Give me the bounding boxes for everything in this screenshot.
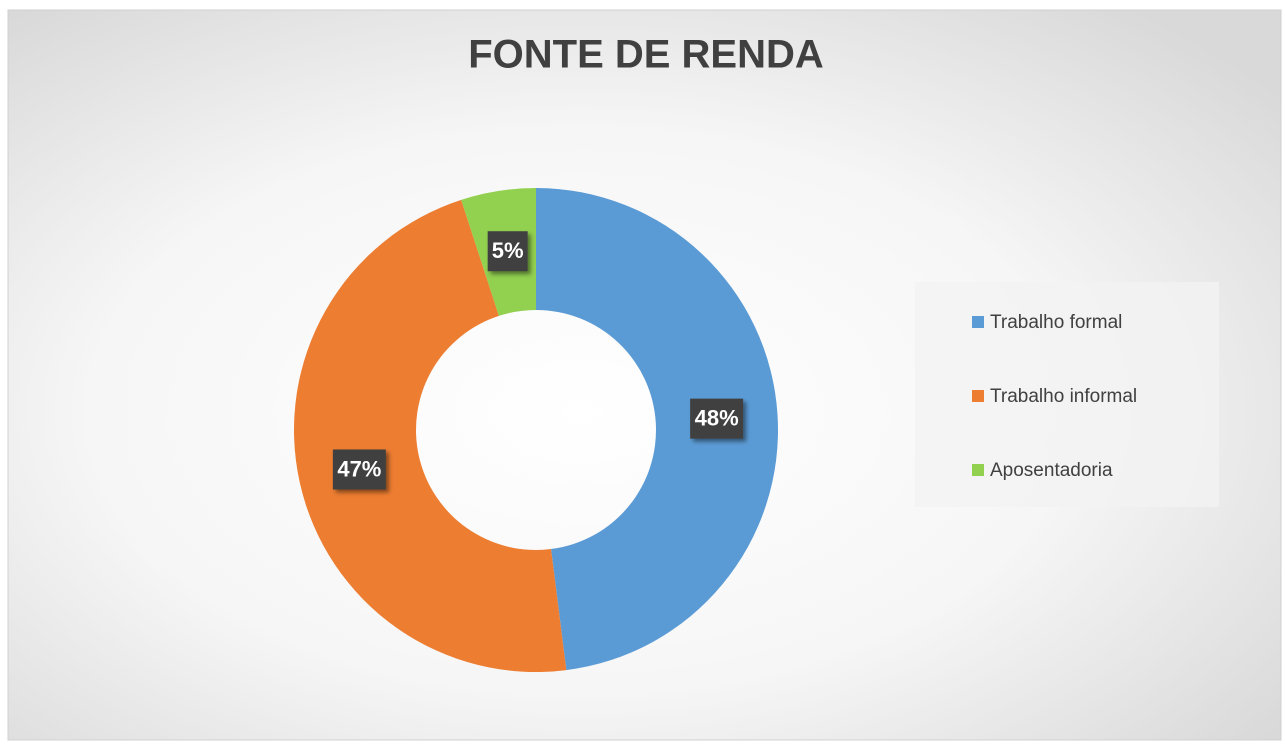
legend-label: Aposentadoria [990, 460, 1113, 481]
legend-swatch [972, 464, 984, 476]
donut-slice [536, 188, 778, 671]
data-label-box [332, 449, 386, 490]
chart-title: FONTE DE RENDA [468, 33, 824, 77]
data-label: 5% [492, 238, 524, 263]
legend-swatch [972, 390, 984, 402]
legend-box [915, 282, 1219, 507]
data-label-box [690, 398, 744, 439]
data-label: 47% [337, 456, 381, 481]
legend-swatch [972, 316, 984, 328]
data-label-box [487, 231, 528, 272]
donut-slice [294, 199, 567, 672]
data-label: 48% [695, 405, 739, 430]
legend-label: Trabalho formal [990, 312, 1122, 333]
legend-label: Trabalho informal [990, 386, 1137, 407]
